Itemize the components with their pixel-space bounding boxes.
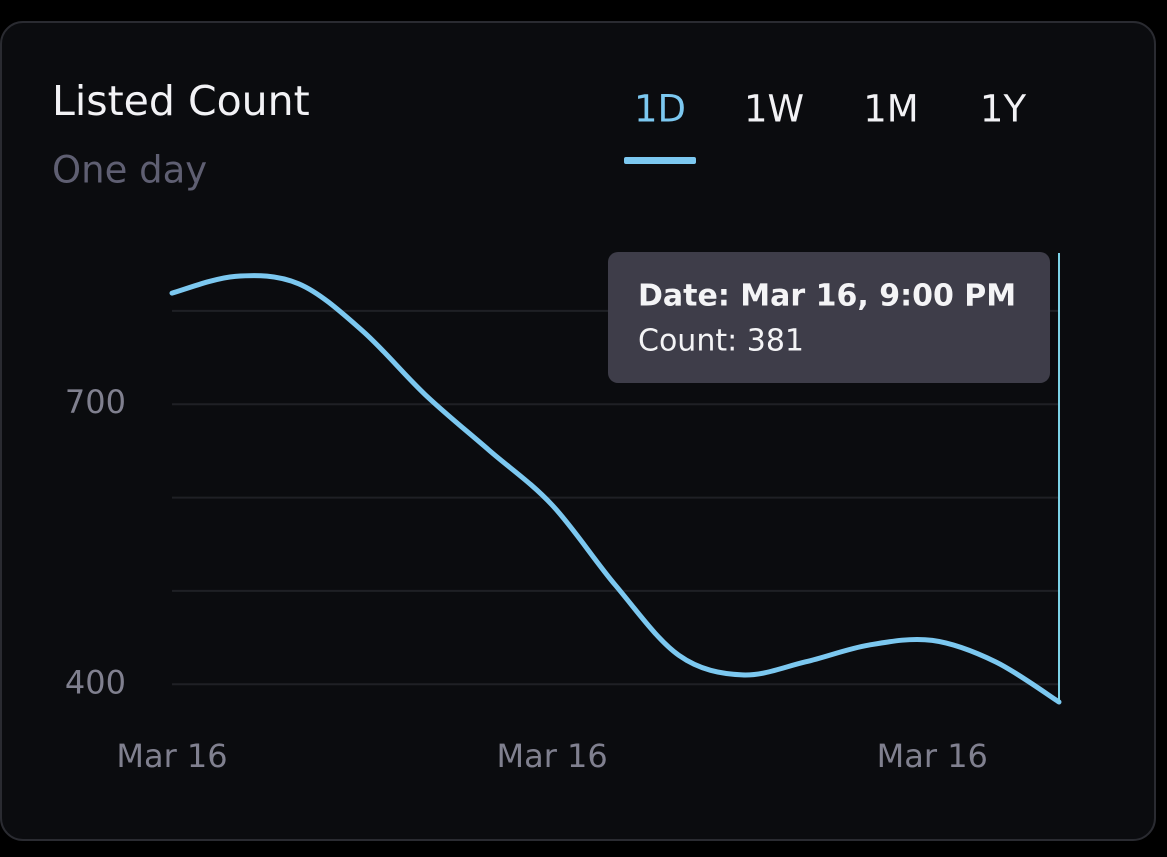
- range-tab[interactable]: 1W: [744, 88, 804, 131]
- range-tab[interactable]: 1M: [863, 88, 918, 131]
- chart-title: Listed Count: [52, 77, 310, 125]
- chart-subtitle: One day: [52, 149, 207, 192]
- x-tick-label: Mar 16: [877, 737, 988, 775]
- range-tab[interactable]: 1Y: [980, 88, 1027, 131]
- active-tab-underline: [624, 157, 696, 164]
- y-tick-label: 700: [65, 383, 126, 421]
- range-tab[interactable]: 1D: [634, 88, 686, 131]
- plot-area: 400 700 Mar 16 Mar 16 Mar 16 Date: Mar 16, 9:…: [65, 252, 1062, 775]
- y-tick-label: 400: [65, 663, 126, 701]
- x-tick-label: Mar 16: [497, 737, 608, 775]
- tooltip-text: Count: 381: [638, 324, 804, 359]
- card-background: [0, 21, 1156, 841]
- range-tabs: 1D 1W 1M 1Y: [624, 88, 1027, 164]
- data-line: [169, 273, 1062, 705]
- x-tick-label: Mar 16: [116, 737, 227, 775]
- tooltip-box: [608, 252, 1050, 383]
- tooltip-title: Date: Mar 16, 9:00 PM: [638, 279, 1016, 314]
